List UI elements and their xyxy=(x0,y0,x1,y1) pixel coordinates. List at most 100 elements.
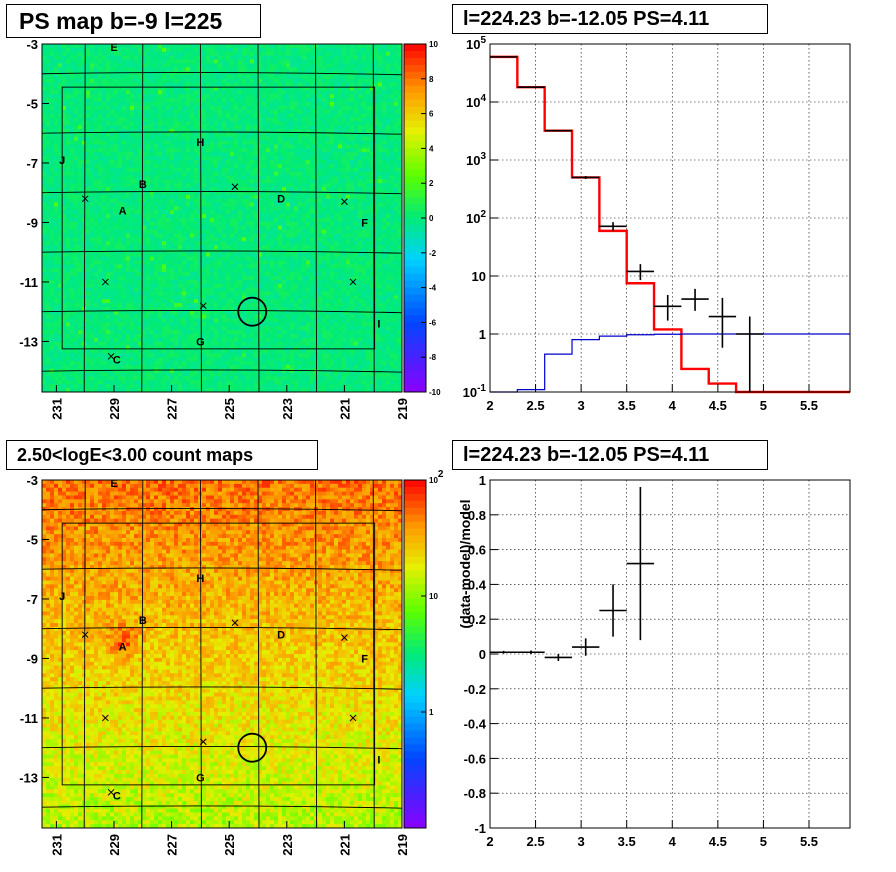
heatmap-cell xyxy=(242,187,247,192)
heatmap-cell xyxy=(94,105,99,111)
heatmap-cell xyxy=(130,256,135,262)
heatmap-cell xyxy=(170,256,175,262)
heatmap-cell xyxy=(158,179,163,184)
heatmap-cell xyxy=(306,233,311,238)
heatmap-cell xyxy=(302,183,307,188)
heatmap-cell xyxy=(326,98,331,103)
heatmap-cell xyxy=(322,47,327,53)
heatmap-cell xyxy=(62,144,67,149)
heatmap-cell xyxy=(250,156,255,161)
heatmap-cell xyxy=(74,102,79,107)
heatmap-cell xyxy=(326,183,331,188)
heatmap-cell xyxy=(42,121,47,126)
heatmap-cell xyxy=(234,140,239,146)
heatmap-cell xyxy=(166,86,171,91)
heatmap-cell xyxy=(314,67,319,72)
heatmap-cell xyxy=(230,241,235,246)
heatmap-cell xyxy=(322,156,327,161)
heatmap-cell xyxy=(282,198,287,204)
heatmap-cell xyxy=(166,136,171,142)
heatmap-cell xyxy=(70,90,75,95)
heatmap-cell xyxy=(322,140,327,146)
heatmap-cell xyxy=(306,59,311,64)
heatmap-cell xyxy=(170,125,175,130)
heatmap-cell xyxy=(310,241,315,246)
heatmap-cell xyxy=(290,132,295,138)
heatmap-cell xyxy=(186,44,191,49)
heatmap-cell xyxy=(70,51,75,57)
heatmap-cell xyxy=(118,229,123,234)
heatmap-cell xyxy=(334,74,339,80)
heatmap-cell xyxy=(214,71,219,76)
heatmap-cell xyxy=(186,140,191,146)
heatmap-cell xyxy=(262,187,267,192)
heatmap-cell xyxy=(230,214,235,219)
heatmap-cell xyxy=(202,206,207,211)
heatmap-cell xyxy=(358,152,363,157)
heatmap-cell xyxy=(250,67,255,72)
heatmap-cell xyxy=(306,51,311,57)
heatmap-cell xyxy=(118,105,123,111)
heatmap-cell xyxy=(142,198,147,204)
heatmap-cell xyxy=(338,179,343,184)
heatmap-cell xyxy=(238,109,243,115)
heatmap-cell xyxy=(162,113,167,118)
heatmap-cell xyxy=(262,202,267,207)
heatmap-cell xyxy=(322,67,327,72)
heatmap-cell xyxy=(354,136,359,142)
heatmap-cell xyxy=(194,167,199,173)
heatmap-cell xyxy=(202,214,207,219)
heatmap-cell xyxy=(386,152,391,157)
heatmap-cell xyxy=(326,67,331,72)
heatmap-cell xyxy=(190,78,195,84)
heatmap-cell xyxy=(126,202,131,207)
heatmap-cell xyxy=(362,175,367,180)
heatmap-cell xyxy=(98,175,103,180)
heatmap-cell xyxy=(354,78,359,84)
heatmap-cell xyxy=(134,144,139,149)
heatmap-cell xyxy=(386,102,391,107)
heatmap-cell xyxy=(74,129,79,134)
heatmap-cell xyxy=(366,233,371,238)
heatmap-cell xyxy=(398,225,403,231)
heatmap-cell xyxy=(378,202,383,207)
heatmap-cell xyxy=(110,187,115,192)
heatmap-cell xyxy=(222,78,227,84)
heatmap-cell xyxy=(286,136,291,142)
heatmap-cell xyxy=(334,206,339,211)
heatmap-cell xyxy=(102,160,107,165)
heatmap-cell xyxy=(234,82,239,88)
heatmap-cell xyxy=(146,105,151,111)
heatmap-cell xyxy=(58,121,63,126)
heatmap-cell xyxy=(282,245,287,250)
heatmap-cell xyxy=(254,129,259,134)
heatmap-cell xyxy=(102,55,107,60)
heatmap-cell xyxy=(146,109,151,115)
heatmap-cell xyxy=(142,74,147,80)
heatmap-cell xyxy=(398,252,403,258)
heatmap-cell xyxy=(182,245,187,250)
heatmap-cell xyxy=(334,210,339,215)
heatmap-cell xyxy=(198,214,203,219)
heatmap-cell xyxy=(74,144,79,149)
heatmap-cell xyxy=(122,156,127,161)
heatmap-cell xyxy=(334,102,339,107)
heatmap-cell xyxy=(302,202,307,207)
heatmap-cell xyxy=(302,63,307,68)
heatmap-cell xyxy=(370,82,375,88)
heatmap-cell xyxy=(390,202,395,207)
heatmap-cell xyxy=(86,78,91,84)
heatmap-cell xyxy=(246,132,251,138)
heatmap-cell xyxy=(250,44,255,49)
heatmap-cell xyxy=(202,59,207,64)
heatmap-cell xyxy=(326,113,331,118)
heatmap-cell xyxy=(390,63,395,68)
heatmap-cell xyxy=(58,152,63,157)
heatmap-cell xyxy=(258,198,263,204)
heatmap-cell xyxy=(242,121,247,126)
heatmap-cell xyxy=(190,237,195,242)
heatmap-cell xyxy=(86,190,91,196)
heatmap-cell xyxy=(398,183,403,188)
heatmap-cell xyxy=(382,74,387,80)
heatmap-cell xyxy=(98,47,103,53)
